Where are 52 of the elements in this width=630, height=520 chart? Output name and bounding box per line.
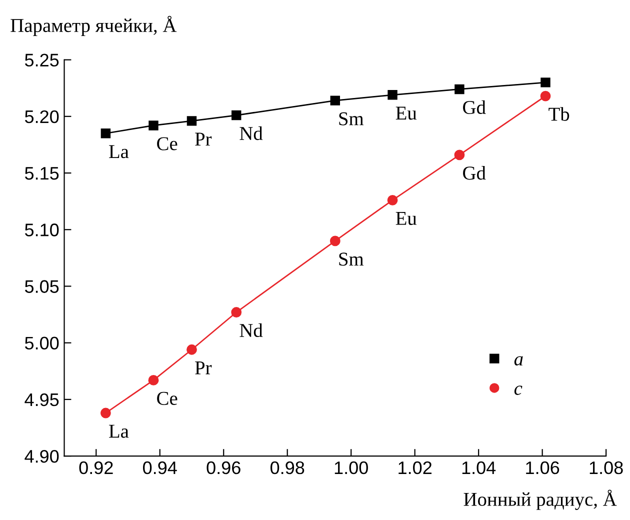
annotation: Sm	[339, 252, 364, 266]
x-tick-label: 0.98	[270, 461, 304, 474]
x-tick-label: 1.04	[462, 461, 496, 474]
annotation: La	[109, 145, 129, 158]
x-tick-label: 1.02	[398, 461, 432, 474]
annotation: Gd	[463, 166, 486, 180]
point	[540, 90, 551, 102]
point	[100, 128, 111, 138]
y-tick-label: 4.95	[24, 393, 59, 406]
y-tick-label: 5.10	[24, 224, 59, 236]
point	[540, 78, 550, 88]
y-tick-label: 5.05	[24, 280, 59, 293]
point	[388, 90, 398, 100]
point	[231, 307, 242, 318]
point	[232, 110, 242, 120]
point	[330, 96, 340, 106]
point	[186, 116, 197, 126]
point	[148, 120, 158, 130]
y-tick-label: 5.20	[24, 110, 59, 124]
annotation: Ce	[157, 137, 178, 150]
x-axis-title: Ионный радиус, Å	[464, 490, 617, 510]
y-tick-label: 5.15	[24, 167, 59, 180]
x-tick-label: 1.06	[526, 461, 560, 474]
y-tick-label: 4.90	[24, 450, 59, 463]
legend-label: c	[514, 386, 522, 395]
annotation: Gd	[463, 100, 486, 114]
annotation: Tb	[548, 107, 570, 121]
x-tick-label: 0.92	[79, 461, 113, 474]
y-tick-label: 5.25	[24, 54, 59, 67]
point	[186, 344, 197, 355]
annotation: Sm	[339, 112, 364, 126]
x-tick-label: 1.08	[590, 461, 623, 474]
point	[387, 194, 398, 206]
annotation: Ce	[157, 392, 178, 405]
annotation: Eu	[396, 106, 417, 120]
point	[454, 84, 464, 94]
point	[100, 408, 111, 418]
annotation: Pr	[195, 132, 212, 146]
x-tick-label: 0.94	[143, 461, 177, 474]
annotation: Nd	[240, 323, 263, 338]
x-tick-label: 0.96	[206, 461, 240, 474]
y-axis-title: Параметр ячейки, Å	[10, 16, 177, 36]
point	[148, 374, 159, 386]
point	[454, 150, 465, 160]
x-tick-label: 1.00	[334, 461, 368, 474]
point	[330, 236, 340, 246]
legend-label: a	[514, 356, 523, 366]
annotation: Nd	[240, 126, 263, 140]
annotation: Pr	[195, 361, 212, 374]
annotation: Eu	[396, 212, 417, 225]
annotation: La	[109, 424, 129, 438]
y-tick-label: 5.00	[24, 336, 59, 350]
